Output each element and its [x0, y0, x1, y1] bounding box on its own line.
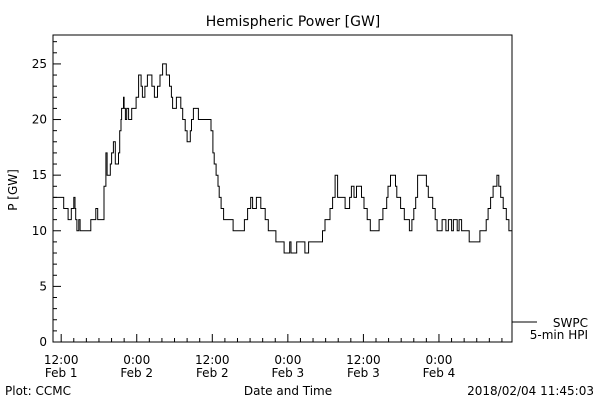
legend-label-1: SWPC — [553, 316, 588, 330]
series-line-swpc-hpi — [53, 63, 512, 254]
footer-timestamp: 2018/02/04 11:45:03 — [467, 384, 594, 398]
y-tick-label: 15 — [32, 168, 47, 182]
footer-plot-source: Plot: CCMC — [5, 384, 71, 398]
x-tick-label-time: 12:00 — [195, 353, 230, 367]
x-tick-label-date: Feb 3 — [347, 366, 380, 380]
y-tick-label: 20 — [32, 113, 47, 127]
y-tick-label: 5 — [39, 279, 47, 293]
x-tick-label-time: 0:00 — [425, 353, 452, 367]
chart-title: Hemispheric Power [GW] — [206, 14, 381, 30]
x-tick-label-time: 12:00 — [346, 353, 381, 367]
x-tick-label-time: 0:00 — [274, 353, 301, 367]
legend-label-2: 5-min HPI — [530, 328, 588, 342]
x-tick-label-date: Feb 2 — [120, 366, 153, 380]
x-axis-label: Date and Time — [244, 384, 332, 398]
y-ticks: 0 5 10 15 20 25 — [32, 41, 61, 349]
x-tick-label-time: 0:00 — [123, 353, 150, 367]
x-tick-label-date: Feb 3 — [272, 366, 305, 380]
x-tick-label-date: Feb 4 — [423, 366, 456, 380]
y-axis-label: P [GW] — [6, 169, 20, 211]
x-tick-label-date: Feb 2 — [196, 366, 229, 380]
x-tick-label-date: Feb 1 — [45, 366, 78, 380]
y-tick-label: 0 — [39, 335, 47, 349]
x-tick-label-time: 12:00 — [44, 353, 79, 367]
y-tick-label: 25 — [32, 57, 47, 71]
y-tick-label: 10 — [32, 224, 47, 238]
plot-area — [52, 34, 513, 343]
